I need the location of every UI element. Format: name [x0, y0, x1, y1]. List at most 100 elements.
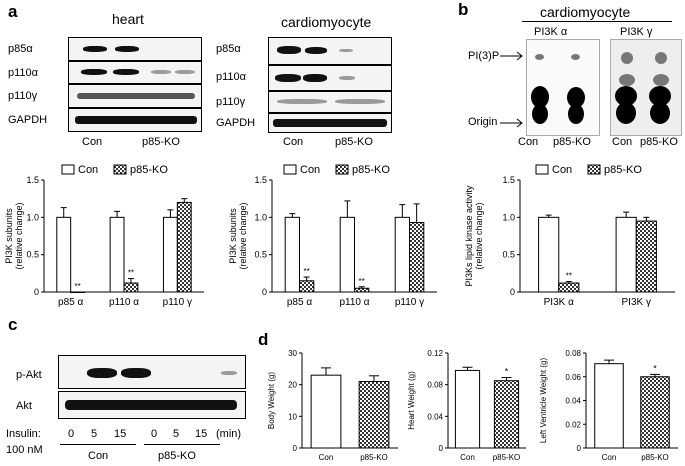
heart-row-label: p85α	[8, 43, 33, 55]
chart-d-heart: 0 0.04 0.08 0.12 Heart Weight (g) Con * p85-KO	[407, 349, 526, 462]
bar-p85-KO	[123, 282, 139, 293]
tlc-arrows	[500, 51, 523, 128]
y-tick-label: 1.0	[502, 212, 515, 222]
legend-label: Con	[78, 164, 98, 176]
y-tick-label: 0	[293, 444, 298, 453]
cardio-blot-p110g	[268, 91, 392, 113]
time-label: 5	[91, 428, 98, 440]
chart-d-body: 0 10 20 30 Body Weight (g) Con p85-KO	[267, 349, 398, 462]
time-label: 15	[195, 428, 208, 440]
chart-a-cardio: 0 0.5 1.0 1.5 PI3K subunits (relative change)…	[228, 164, 437, 308]
heart-group-label: Con	[82, 136, 103, 148]
y-tick-label: 1.5	[502, 175, 515, 185]
bar-Con	[538, 216, 560, 293]
x-tick-label: PI3K α	[544, 297, 574, 308]
panel-letter-a: a	[8, 2, 18, 21]
bar-p85-KO	[558, 282, 580, 293]
bar-p85-KO	[358, 381, 390, 449]
tlc-sub-gamma: PI3K γ	[620, 26, 653, 38]
x-tick-label: p85-KO	[493, 453, 521, 462]
significance-mark: *	[653, 363, 657, 373]
bar-Con	[594, 363, 624, 449]
y-axis-label: (relative change)	[14, 202, 24, 269]
x-tick-label: p110 γ	[395, 297, 424, 308]
x-tick-label: p110 γ	[163, 297, 192, 308]
cardio-blot-p110a	[268, 65, 392, 91]
x-tick-label: p110 α	[109, 297, 139, 308]
cardio-blot-p85a	[268, 37, 392, 65]
akt-row-label: Akt	[16, 400, 32, 412]
time-label: 5	[173, 428, 180, 440]
significance-mark: **	[74, 282, 80, 291]
y-tick-label: 1.0	[26, 212, 39, 222]
legend-swatch	[587, 164, 601, 175]
y-axis-label: (relative change)	[474, 202, 484, 269]
bar-p85-KO	[640, 376, 670, 449]
x-tick-label: Con	[602, 453, 617, 462]
chart-d-lv: 0 0.02 0.04 0.06 0.08 Left Ventricle Weight (…	[539, 349, 678, 462]
cardio-row-label: p110α	[216, 71, 247, 83]
heart-blot-p110a	[68, 61, 202, 84]
x-tick-label: p85-KO	[641, 453, 669, 462]
tlc-plate-alpha	[526, 39, 600, 136]
significance-mark: **	[128, 269, 134, 278]
legend-label: Con	[552, 164, 572, 176]
akt-group-label: Con	[88, 450, 109, 462]
significance-mark: **	[359, 277, 365, 286]
x-tick-label: PI3K γ	[622, 297, 651, 308]
y-tick-label: 0.5	[502, 250, 515, 260]
chart-a-heart: 0 0.5 1.0 1.5 PI3K subunits (relative change)…	[4, 164, 204, 308]
x-tick-label: p85-KO	[360, 453, 388, 462]
y-axis-label: Heart Weight (g)	[407, 371, 416, 430]
legend-label: p85-KO	[352, 164, 390, 176]
cardio-title: cardiomyocyte	[281, 14, 372, 30]
bar-p85-KO	[635, 220, 657, 293]
x-tick-label: p85 α	[287, 297, 312, 308]
bar-Con	[615, 216, 637, 293]
y-axis-label: PI3K subunits	[4, 208, 14, 264]
y-axis-label: (relative change)	[238, 202, 248, 269]
bar-p85-KO	[409, 222, 425, 293]
tlc-title-rule	[522, 21, 672, 22]
cardio-row-label: p85α	[216, 43, 241, 55]
heart-group-label: p85-KO	[142, 136, 180, 148]
tlc-plate-gamma	[610, 39, 682, 136]
ko-bracket	[144, 444, 220, 445]
akt-group-label: p85-KO	[158, 450, 196, 462]
cardio-blot-gapdh	[268, 113, 392, 133]
y-tick-label: 0	[510, 287, 515, 297]
heart-title: heart	[112, 11, 144, 27]
x-tick-label: p85 α	[58, 297, 83, 308]
y-tick-label: 0.04	[565, 397, 581, 406]
significance-mark: **	[304, 267, 310, 276]
akt-row-label: p-Akt	[16, 369, 42, 381]
time-label: 0	[151, 428, 158, 440]
bar-p85-KO	[354, 287, 370, 293]
tlc-sub-alpha: PI3K α	[534, 26, 568, 38]
y-tick-label: 0	[439, 444, 444, 453]
y-axis-label: PI3K subunits	[228, 208, 238, 264]
tlc-title: cardiomyocyte	[540, 4, 631, 20]
time-label: 15	[114, 428, 127, 440]
akt-blot-pakt	[58, 355, 246, 389]
y-tick-label: 0.08	[427, 381, 443, 390]
tlc-origin-label: Origin	[468, 116, 498, 128]
y-tick-label: 0.5	[254, 250, 267, 260]
y-tick-label: 1.5	[26, 175, 39, 185]
cardio-group-label: Con	[283, 136, 304, 148]
y-tick-label: 0	[262, 287, 267, 297]
y-tick-label: 0.06	[565, 373, 581, 382]
y-axis-label: PI3Ks lipid kinase activity	[464, 185, 474, 287]
cardio-group-label: p85-KO	[335, 136, 373, 148]
tlc-group-label: Con	[518, 136, 539, 148]
legend-swatch	[335, 164, 349, 175]
legend-label: p85-KO	[604, 164, 642, 176]
tlc-group-label: Con	[612, 136, 633, 148]
legend-swatch	[61, 164, 75, 175]
cardio-row-label: GAPDH	[216, 117, 256, 129]
bar-Con	[310, 374, 342, 449]
bar-Con	[56, 216, 72, 293]
x-tick-label: p110 α	[339, 297, 369, 308]
y-tick-label: 0.02	[565, 420, 581, 429]
bar-Con	[339, 216, 355, 293]
